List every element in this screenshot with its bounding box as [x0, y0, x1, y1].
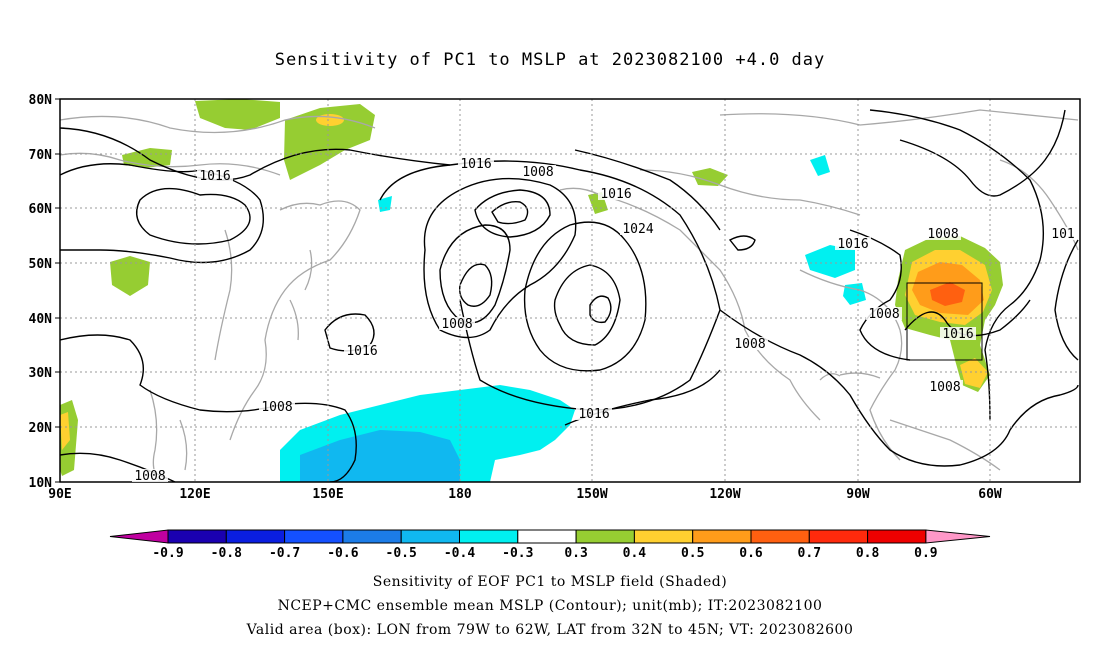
contour-label: 1016 — [837, 237, 868, 252]
colorbar-swatch — [167, 529, 227, 544]
contour-label: 1016 — [199, 169, 230, 184]
colorbar-label: -0.9 — [152, 546, 183, 561]
lon-label: 180 — [448, 487, 472, 502]
contour-label: 1016 — [460, 157, 491, 172]
contour-label: 1008 — [134, 469, 165, 484]
colorbar-label: -0.7 — [269, 546, 300, 561]
contour-labels: 1016 1016 1008 1016 1024 1008 1016 1016 1008 1008… — [132, 157, 1077, 484]
colorbar-label: 0.9 — [914, 546, 937, 561]
contour-label: 1008 — [734, 337, 765, 352]
colorbar-label: 0.4 — [623, 546, 647, 561]
colorbar-label: -0.3 — [502, 546, 533, 561]
colorbar-swatch — [867, 529, 927, 544]
contour-label: 1008 — [522, 165, 553, 180]
colorbar-label: 0.5 — [681, 546, 704, 561]
colorbar-label: 0.6 — [739, 546, 763, 561]
colorbar-label: 0.8 — [856, 546, 880, 561]
lat-label: 60N — [29, 202, 53, 217]
lon-label: 120E — [179, 487, 210, 502]
lon-label: 120W — [709, 487, 740, 502]
lat-label: 30N — [29, 366, 53, 381]
colorbar-min-arrow — [109, 529, 169, 544]
contour-label: 1016 — [600, 187, 631, 202]
colorbar-swatch — [459, 529, 519, 544]
lon-label: 150E — [312, 487, 343, 502]
colorbar-swatch — [342, 529, 402, 544]
contour-label: 1008 — [929, 380, 960, 395]
lon-label: 90E — [48, 487, 71, 502]
colorbar-label: 0.3 — [564, 546, 587, 561]
colorbar-label: -0.5 — [386, 546, 417, 561]
colorbar-swatch — [517, 529, 577, 544]
caption-line-1: Sensitivity of EOF PC1 to MSLP field (Sh… — [372, 574, 728, 590]
colorbar: -0.9 -0.8 -0.7 -0.6 -0.5 -0.4 -0.3 0.3 0.4 0.5 0.6… — [109, 529, 991, 561]
caption-line-3: Valid area (box): LON from 79W to 62W, L… — [246, 622, 854, 638]
colorbar-swatch — [575, 529, 635, 544]
colorbar-swatch — [284, 529, 344, 544]
colorbar-swatch — [750, 529, 810, 544]
contour-label: 1008 — [261, 400, 292, 415]
lat-label: 40N — [29, 312, 53, 327]
lat-label: 70N — [29, 148, 53, 163]
lon-label: 60W — [978, 487, 1002, 502]
colorbar-label: -0.4 — [444, 546, 475, 561]
caption-line-2: NCEP+CMC ensemble mean MSLP (Contour); u… — [277, 598, 823, 614]
lat-label: 20N — [29, 421, 53, 436]
lat-label: 50N — [29, 257, 53, 272]
contour-label: 1024 — [622, 222, 653, 237]
lat-lon-grid — [60, 99, 1080, 482]
lon-label: 150W — [576, 487, 607, 502]
lat-label: 80N — [29, 93, 53, 108]
mslp-contours — [60, 109, 1079, 482]
plot-frame — [59, 98, 1081, 483]
colorbar-swatch — [692, 529, 752, 544]
chart-title: Sensitivity of PC1 to MSLP at 2023082100… — [274, 50, 826, 70]
colorbar-max-arrow — [925, 529, 991, 544]
contour-label: 1008 — [868, 307, 899, 322]
latitude-labels: 80N 70N 60N 50N 40N 30N 20N 10N — [29, 93, 60, 491]
coastlines — [60, 109, 1079, 482]
colorbar-label: -0.6 — [327, 546, 358, 561]
lon-label: 90W — [846, 487, 870, 502]
colorbar-swatch — [225, 529, 286, 544]
shaded-sensitivity — [60, 99, 1003, 482]
contour-label: 1008 — [927, 227, 958, 242]
colorbar-label: 0.7 — [798, 546, 821, 561]
contour-label: 1016 — [942, 327, 973, 342]
colorbar-label: -0.8 — [211, 546, 242, 561]
colorbar-swatch — [808, 529, 869, 544]
lat-label: 10N — [29, 476, 53, 491]
colorbar-swatch — [633, 529, 694, 544]
contour-label: 1016 — [578, 407, 609, 422]
valid-area-box — [906, 282, 983, 361]
colorbar-swatch — [400, 529, 461, 544]
contour-label: 1008 — [441, 317, 472, 332]
contour-label: 101 — [1051, 227, 1074, 242]
longitude-labels: 90E 120E 150E 180 150W 120W 90W 60W — [48, 487, 1002, 502]
contour-label: 1016 — [346, 344, 377, 359]
